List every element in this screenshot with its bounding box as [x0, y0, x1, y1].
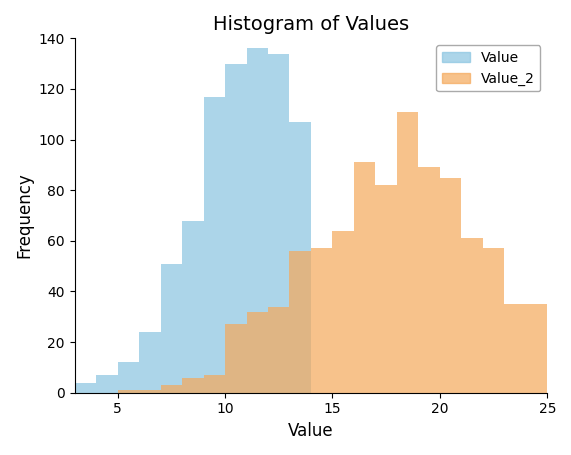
- Bar: [289, 251, 311, 393]
- Bar: [75, 383, 96, 393]
- Bar: [354, 162, 375, 393]
- Bar: [268, 54, 289, 393]
- Bar: [139, 390, 160, 393]
- Bar: [311, 248, 332, 393]
- Bar: [440, 177, 461, 393]
- Bar: [247, 312, 268, 393]
- Bar: [289, 122, 311, 393]
- Title: Histogram of Values: Histogram of Values: [213, 15, 409, 34]
- X-axis label: Value: Value: [288, 422, 334, 440]
- Bar: [182, 378, 203, 393]
- Bar: [118, 390, 139, 393]
- Bar: [182, 221, 203, 393]
- Bar: [139, 332, 160, 393]
- Bar: [483, 248, 504, 393]
- Bar: [268, 307, 289, 393]
- Bar: [118, 362, 139, 393]
- Y-axis label: Frequency: Frequency: [15, 172, 33, 258]
- Bar: [375, 185, 397, 393]
- Bar: [203, 375, 225, 393]
- Bar: [461, 238, 483, 393]
- Bar: [96, 375, 118, 393]
- Legend: Value, Value_2: Value, Value_2: [436, 46, 540, 91]
- Bar: [160, 263, 182, 393]
- Bar: [504, 304, 526, 393]
- Bar: [247, 49, 268, 393]
- Bar: [160, 385, 182, 393]
- Bar: [225, 64, 247, 393]
- Bar: [419, 167, 440, 393]
- Bar: [332, 231, 354, 393]
- Bar: [397, 112, 419, 393]
- Bar: [526, 304, 547, 393]
- Bar: [225, 324, 247, 393]
- Bar: [203, 96, 225, 393]
